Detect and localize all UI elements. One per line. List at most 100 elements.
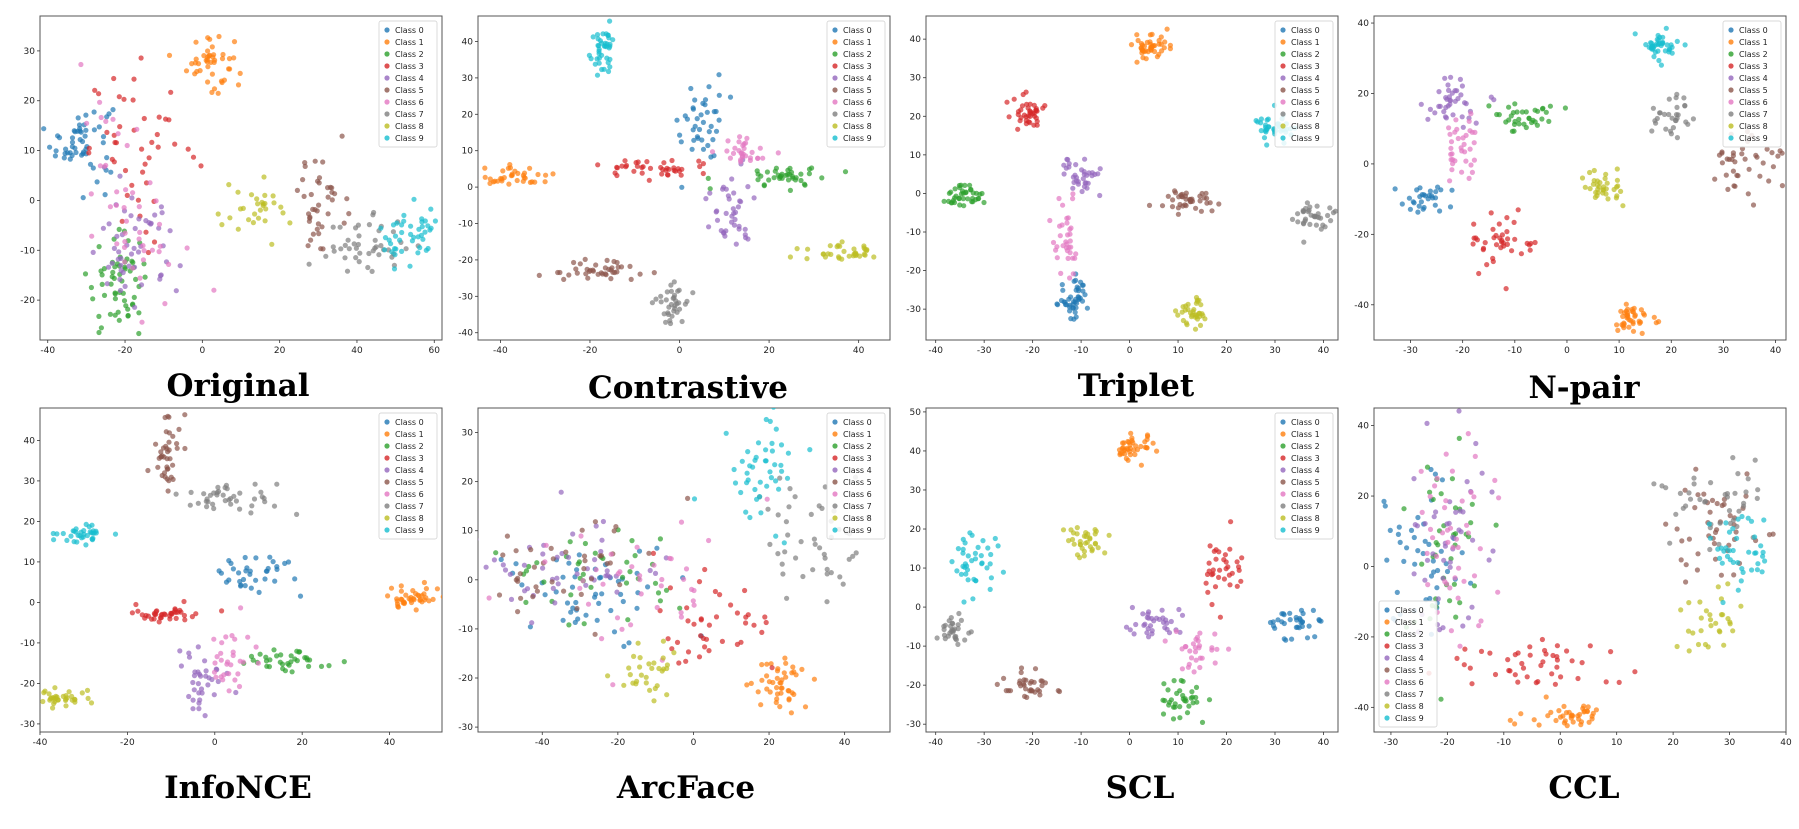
scatter-point-class-0	[727, 94, 734, 100]
y-tick-label: 20	[910, 112, 922, 122]
x-tick-label: 20	[1221, 738, 1233, 748]
scatter-point-class-2	[122, 359, 127, 364]
scatter-point-class-3	[696, 579, 703, 585]
scatter-point-class-7	[1304, 200, 1310, 206]
scatter-point-class-2	[1456, 435, 1462, 441]
scatter-point-class-0	[1312, 634, 1318, 640]
scatter-point-class-3	[154, 131, 160, 138]
scatter-point-class-6	[218, 650, 224, 656]
legend-marker	[832, 63, 838, 69]
scatter-point-class-7	[793, 555, 799, 561]
scatter-point-class-2	[1438, 491, 1444, 497]
scatter-point-class-1	[219, 79, 225, 86]
scatter-point-class-3	[685, 618, 691, 624]
scatter-point-class-2	[1519, 109, 1525, 115]
scatter-point-class-1	[768, 661, 774, 667]
scatter-point-class-8	[660, 638, 666, 644]
scatter-point-class-4	[1159, 607, 1165, 613]
scatter-point-class-8	[651, 660, 657, 666]
scatter-point-class-9	[1258, 128, 1264, 134]
caption-ccl: CCL	[1548, 770, 1620, 806]
scatter-point-class-4	[1097, 192, 1103, 199]
scatter-point-class-8	[643, 680, 649, 686]
y-tick-label: 40	[462, 37, 474, 47]
legend-label: Class 0	[1395, 606, 1424, 615]
legend-label: Class 2	[843, 442, 872, 451]
scatter-point-class-6	[706, 537, 712, 544]
scatter-point-class-0	[570, 605, 576, 611]
scatter-point-class-9	[87, 529, 93, 535]
scatter-point-class-4	[1146, 634, 1152, 640]
scatter-point-class-7	[1726, 508, 1733, 514]
scatter-point-class-4	[122, 283, 128, 289]
scatter-point-class-2	[806, 166, 813, 172]
scatter-point-class-7	[812, 541, 818, 547]
scatter-point-class-7	[201, 491, 207, 497]
scatter-point-class-9	[607, 64, 613, 70]
scatter-point-class-8	[235, 226, 241, 232]
scatter-point-class-4	[599, 537, 605, 543]
x-tick-label: -30	[1403, 346, 1418, 356]
scatter-point-class-2	[957, 202, 963, 208]
scatter-point-class-6	[1469, 129, 1475, 135]
scatter-point-class-6	[1197, 630, 1203, 636]
scatter-point-class-5	[1707, 509, 1713, 515]
scatter-point-class-1	[1132, 451, 1138, 458]
scatter-point-class-9	[1719, 560, 1725, 566]
scatter-point-class-3	[111, 132, 117, 138]
legend-marker	[1280, 431, 1286, 437]
scatter-point-class-5	[561, 588, 567, 594]
scatter-point-class-5	[578, 591, 584, 597]
scatter-point-class-8	[1197, 322, 1204, 328]
scatter-point-class-4	[233, 689, 239, 696]
scatter-point-class-0	[110, 107, 116, 113]
scatter-point-class-9	[1717, 555, 1723, 561]
scatter-point-class-1	[467, 177, 472, 182]
scatter-point-class-3	[667, 585, 673, 591]
legend-label: Class 6	[395, 98, 424, 107]
scatter-point-class-2	[785, 167, 791, 173]
scatter-point-class-3	[1031, 102, 1037, 108]
scatter-point-class-9	[422, 229, 428, 235]
scatter-point-class-7	[1745, 476, 1751, 482]
legend-marker	[384, 479, 390, 485]
scatter-point-class-0	[1382, 503, 1388, 509]
x-tick-label: -10	[1507, 346, 1522, 356]
scatter-point-class-3	[1484, 262, 1490, 268]
legend-marker	[1384, 631, 1390, 637]
scatter-point-class-7	[173, 491, 179, 497]
scatter-point-class-6	[1454, 126, 1460, 132]
scatter-point-class-2	[116, 226, 122, 232]
scatter-point-class-6	[134, 126, 140, 132]
y-tick-label: 30	[24, 477, 36, 487]
scatter-point-class-3	[1019, 103, 1026, 109]
scatter-point-class-2	[1506, 104, 1512, 110]
scatter-point-class-2	[946, 190, 952, 196]
scatter-point-class-5	[1020, 681, 1027, 687]
scatter-point-class-2	[288, 653, 294, 659]
scatter-point-class-2	[1177, 704, 1183, 710]
scatter-point-class-5	[308, 237, 314, 243]
scatter-point-class-6	[1434, 475, 1440, 481]
scatter-point-class-0	[498, 556, 504, 563]
scatter-point-class-0	[1072, 309, 1078, 315]
scatter-point-class-6	[1463, 158, 1469, 164]
legend-label: Class 3	[1395, 642, 1424, 651]
y-tick-label: -30	[458, 292, 473, 302]
scatter-panel-ccl: -30 -20 -10 0 10 20 30 40 -40 -20 0 20 40 Class 0 Clas…	[1352, 404, 1792, 754]
scatter-point-class-5	[332, 191, 338, 197]
scatter-point-class-4	[191, 687, 197, 693]
scatter-point-class-4	[1144, 614, 1150, 621]
scatter-point-class-8	[1068, 527, 1074, 533]
scatter-point-class-4	[1441, 109, 1447, 115]
scatter-point-class-7	[1672, 117, 1679, 124]
scatter-point-class-5	[158, 449, 164, 455]
scatter-point-class-1	[1578, 719, 1585, 725]
scatter-point-class-1	[764, 673, 770, 679]
scatter-point-class-4	[196, 671, 203, 677]
scatter-point-class-4	[158, 204, 164, 210]
scatter-point-class-3	[751, 622, 757, 628]
scatter-point-class-8	[1173, 308, 1179, 314]
scatter-point-class-7	[211, 505, 217, 512]
x-tick-label: 0	[199, 346, 205, 356]
